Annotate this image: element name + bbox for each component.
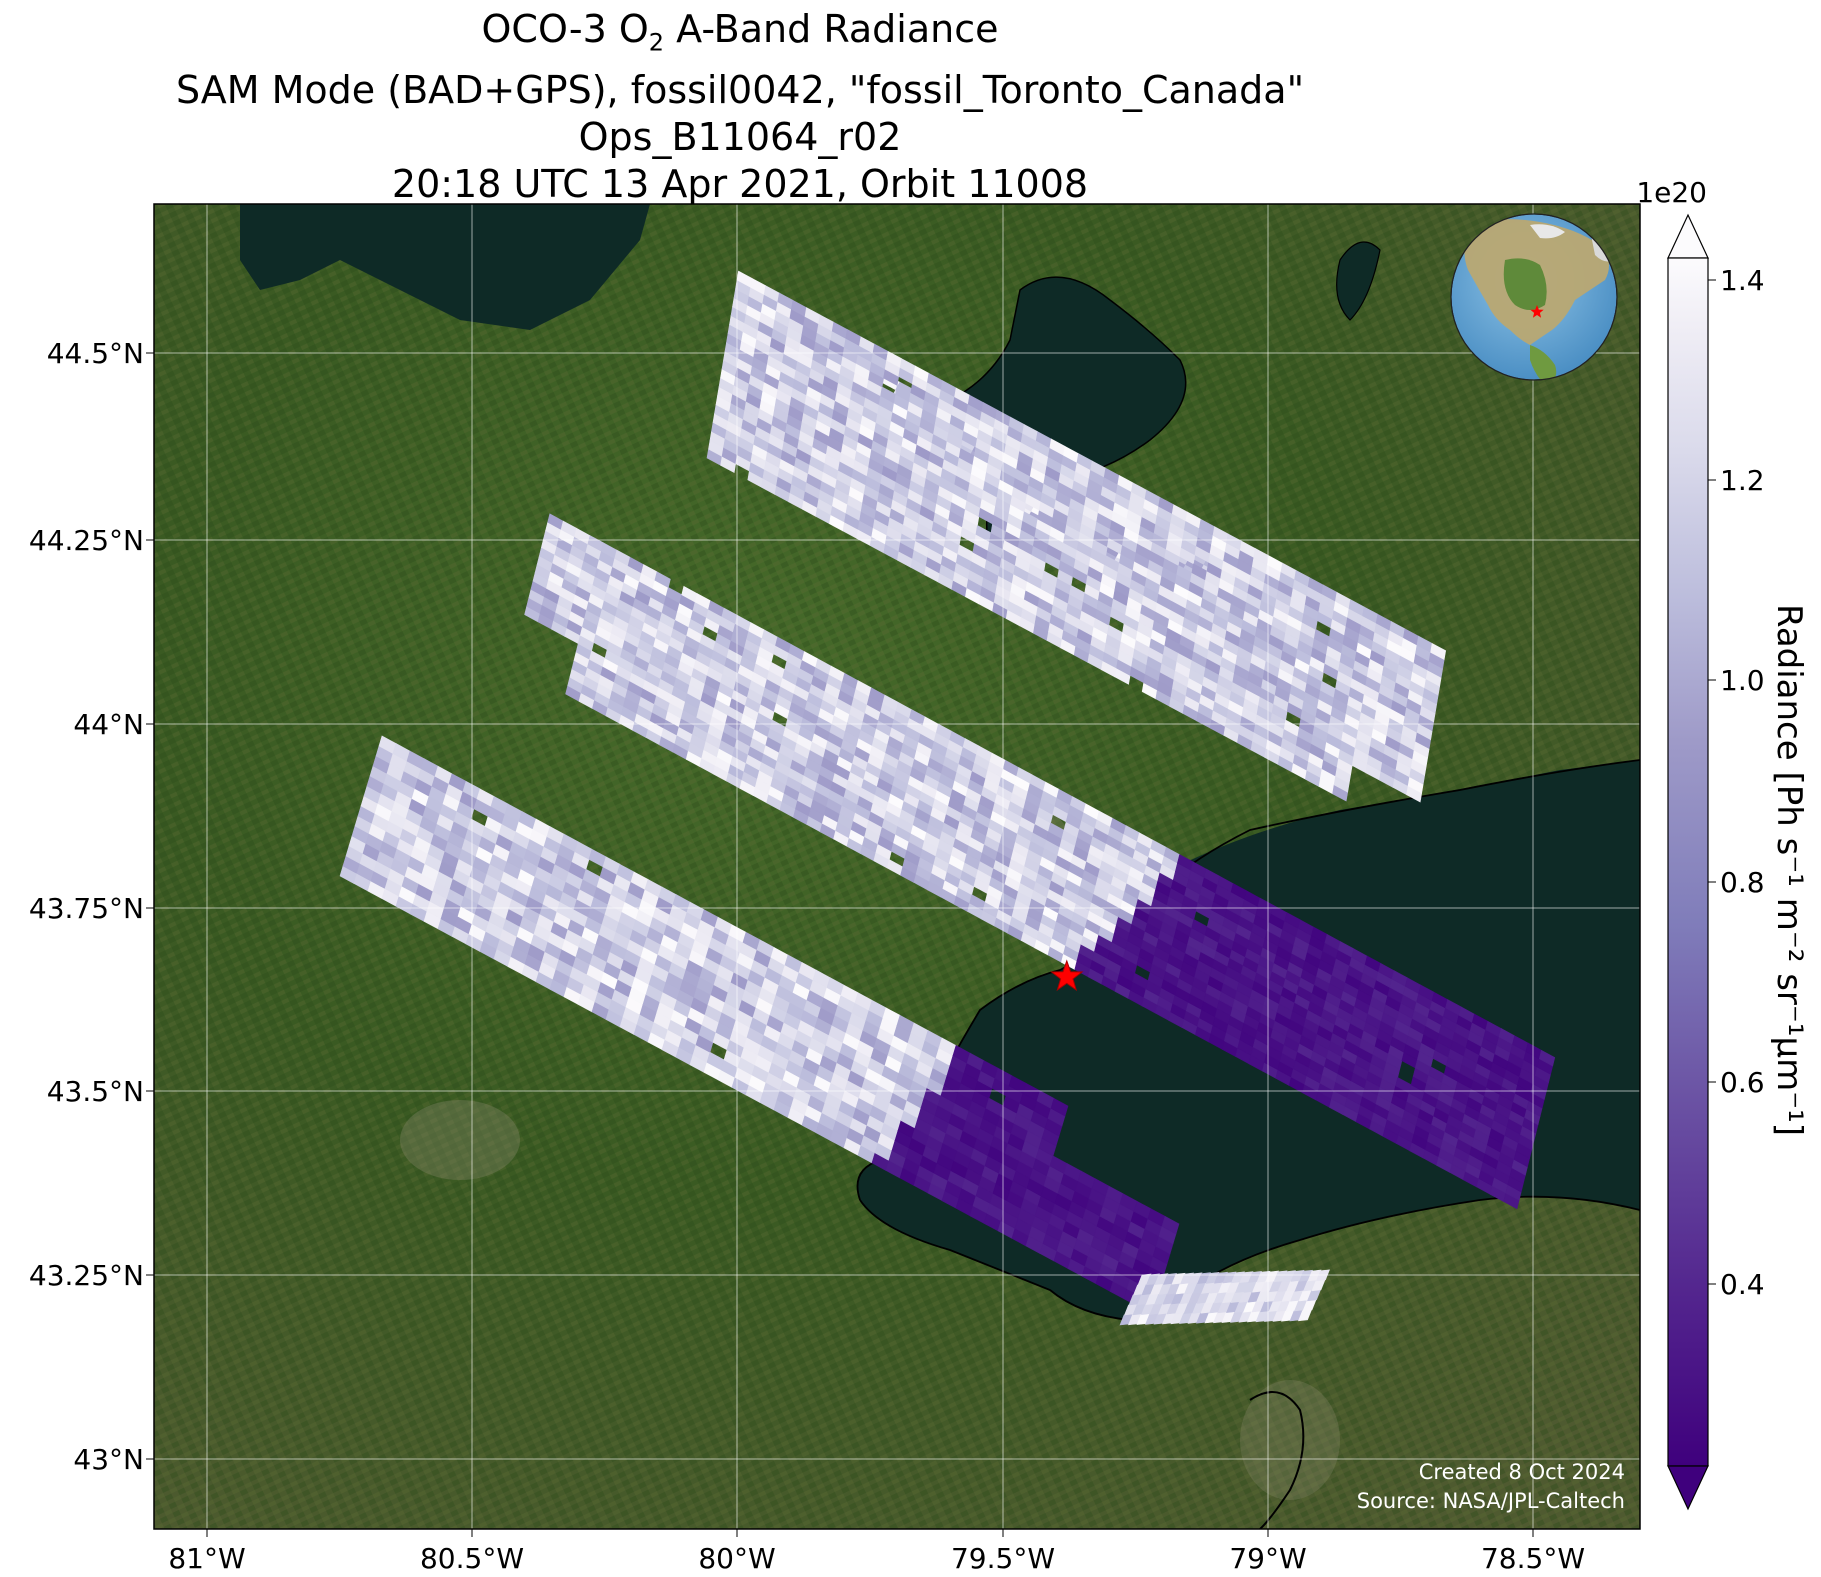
lon-tick-label: 79°W bbox=[1229, 1542, 1306, 1575]
title-line-1: OCO-3 O2 A-Band Radiance bbox=[481, 7, 999, 57]
colorbar: 1e20 1.4 1.2 1.0 0.8 0.6 0.4 Radiance [P… bbox=[1636, 176, 1809, 1511]
colorbar-ticks: 1.4 1.2 1.0 0.8 0.6 0.4 bbox=[1708, 264, 1765, 1301]
title-line-3: Ops_B11064_r02 bbox=[578, 114, 902, 159]
lon-tick-label: 81°W bbox=[168, 1542, 245, 1575]
lon-tick-label: 80°W bbox=[698, 1542, 775, 1575]
colorbar-extend-max bbox=[1667, 213, 1709, 259]
lake-scugog bbox=[1336, 241, 1381, 321]
globe-icon bbox=[1450, 213, 1618, 381]
lon-tick-label: 78.5°W bbox=[1481, 1542, 1585, 1575]
radiance-sounding bbox=[1239, 1271, 1254, 1283]
credit-source: Source: NASA/JPL-Caltech bbox=[1357, 1489, 1625, 1513]
radiance-sounding bbox=[1171, 1272, 1186, 1285]
colorbar-exponent: 1e20 bbox=[1636, 176, 1707, 209]
radiance-sounding bbox=[1050, 1097, 1069, 1117]
colorbar-tick-label: 0.4 bbox=[1720, 1268, 1765, 1301]
target-star-marker bbox=[1050, 959, 1084, 992]
lon-tick-labels: 81°W 80.5°W 80°W 79.5°W 79°W 78.5°W bbox=[168, 1529, 1585, 1575]
map-frame bbox=[153, 203, 1641, 1530]
colorbar-tick-label: 1.0 bbox=[1720, 664, 1765, 697]
colorbar-gradient bbox=[1667, 257, 1709, 1467]
lat-tick-label: 44°N bbox=[73, 708, 144, 741]
lon-tick-label: 80.5°W bbox=[420, 1542, 524, 1575]
lat-tick-label: 43.5°N bbox=[47, 1075, 144, 1108]
radiance-sounding bbox=[1180, 1272, 1194, 1285]
credit-created: Created 8 Oct 2024 bbox=[1419, 1460, 1625, 1484]
plot-title: OCO-3 O2 A-Band Radiance SAM Mode (BAD+G… bbox=[0, 6, 1480, 208]
radiance-sounding bbox=[1137, 1273, 1152, 1286]
map-background: Created 8 Oct 2024 Source: NASA/JPL-Calt… bbox=[154, 204, 1640, 1529]
lat-tick-label: 44.5°N bbox=[47, 337, 144, 370]
lat-tick-labels: 44.5°N 44.25°N 44°N 43.75°N 43.5°N 43.25… bbox=[29, 337, 154, 1476]
radiance-sounding bbox=[1538, 1049, 1556, 1067]
radiance-sounding bbox=[1248, 1271, 1262, 1283]
radiance-sounding bbox=[654, 571, 671, 588]
title-line-2: SAM Mode (BAD+GPS), fossil0042, "fossil_… bbox=[175, 67, 1305, 112]
colorbar-tick-label: 1.2 bbox=[1720, 464, 1765, 497]
lat-tick-label: 43.25°N bbox=[29, 1259, 144, 1292]
lat-tick-label: 44.25°N bbox=[29, 524, 144, 557]
gridlines bbox=[154, 204, 1640, 1529]
radiance-swath-layer bbox=[339, 270, 1556, 1326]
niagara-river bbox=[1249, 1391, 1305, 1529]
radiance-sounding bbox=[1161, 1215, 1180, 1235]
colorbar-label: Radiance [Ph s⁻¹ m⁻² sr⁻¹μm⁻¹] bbox=[1769, 604, 1809, 1136]
inset-star-marker bbox=[1530, 305, 1544, 318]
colorbar-tick-label: 1.4 bbox=[1720, 264, 1765, 297]
colorbar-tick-label: 0.6 bbox=[1720, 1066, 1765, 1099]
colorbar-extend-min bbox=[1667, 1465, 1709, 1511]
radiance-sounding bbox=[1430, 642, 1447, 661]
lat-tick-label: 43°N bbox=[73, 1443, 144, 1476]
lon-tick-label: 79.5°W bbox=[951, 1542, 1055, 1575]
title-line-4: 20:18 UTC 13 Apr 2021, Orbit 11008 bbox=[391, 161, 1089, 206]
colorbar-tick-label: 0.8 bbox=[1720, 866, 1765, 899]
lake-georgian-bay bbox=[240, 204, 650, 330]
radiance-sounding bbox=[1154, 1273, 1169, 1285]
radiance-sounding bbox=[1256, 1270, 1271, 1283]
radiance-sounding bbox=[1163, 1273, 1177, 1285]
radiance-sounding bbox=[1188, 1272, 1203, 1285]
lat-tick-label: 43.75°N bbox=[29, 892, 144, 925]
radiance-sounding bbox=[1146, 1273, 1160, 1286]
